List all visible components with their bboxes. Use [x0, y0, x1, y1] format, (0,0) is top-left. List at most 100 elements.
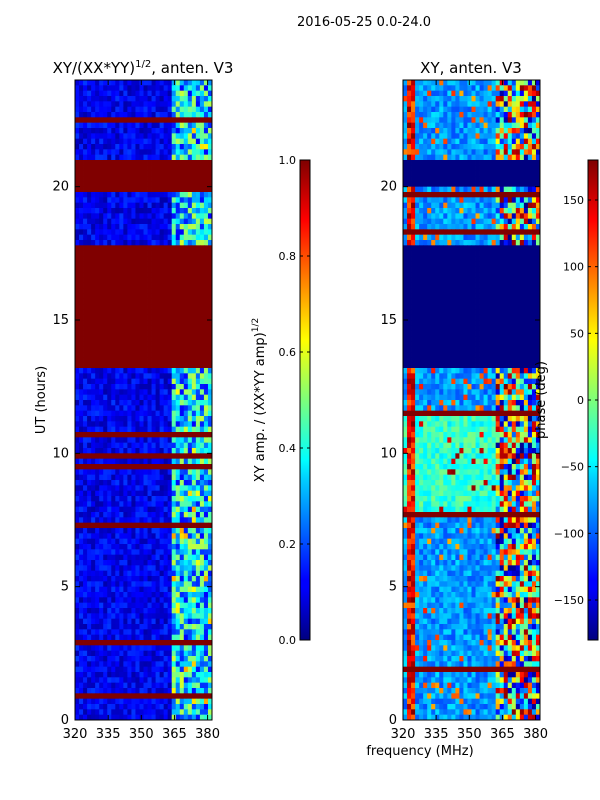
amplitude-cell	[199, 538, 205, 545]
amplitude-cell	[191, 693, 197, 700]
amplitude-cell	[127, 538, 132, 545]
amplitude-cell	[143, 512, 148, 518]
phase-heatmap	[403, 80, 541, 721]
phase-cell	[439, 149, 444, 156]
phase-cell	[459, 85, 464, 92]
amplitude-cell	[187, 629, 193, 636]
amplitude-cell	[75, 528, 80, 534]
phase-cell	[495, 202, 501, 209]
amplitude-cell	[195, 629, 201, 636]
amplitude-cell	[143, 90, 148, 97]
amplitude-cell	[115, 698, 120, 705]
amplitude-cell	[187, 410, 193, 417]
amplitude-cell	[95, 373, 100, 380]
phase-cell	[527, 176, 533, 182]
amplitude-cell	[199, 624, 205, 630]
amplitude-cell	[151, 373, 156, 380]
amplitude-cell	[111, 202, 116, 209]
phase-cell	[407, 90, 412, 97]
amplitude-cell	[167, 112, 173, 118]
amplitude-cell	[179, 421, 185, 428]
amplitude-cell	[111, 384, 116, 390]
amplitude-cell	[127, 352, 132, 358]
phase-cell	[475, 160, 480, 166]
amplitude-cell	[155, 485, 161, 492]
amplitude-cell	[95, 85, 100, 92]
amplitude-cell	[119, 592, 124, 598]
amplitude-cell	[179, 202, 185, 209]
amplitude-cell	[111, 576, 116, 582]
amplitude-cell	[179, 272, 185, 278]
phase-cell	[411, 186, 416, 193]
phase-cell	[495, 138, 501, 145]
amplitude-cell	[163, 544, 169, 550]
amplitude-cell	[151, 170, 156, 177]
phase-cell	[431, 149, 436, 156]
amplitude-cell	[91, 506, 96, 513]
phase-cell	[403, 112, 408, 118]
amplitude-cell	[135, 560, 140, 566]
amplitude-cell	[99, 112, 104, 118]
amplitude-cell	[95, 304, 100, 310]
amplitude-cell	[203, 672, 209, 678]
amplitude-cell	[123, 528, 128, 534]
amplitude-cell	[135, 421, 140, 428]
amplitude-cell	[143, 448, 148, 454]
amplitude-cell	[87, 704, 92, 710]
amplitude-cell	[119, 85, 124, 92]
amplitude-cell	[107, 362, 112, 369]
phase-cell	[515, 112, 521, 118]
amplitude-cell	[203, 218, 209, 225]
amplitude-cell	[123, 341, 128, 348]
amplitude-cell	[207, 101, 213, 108]
amplitude-cell	[131, 426, 136, 433]
amplitude-cell	[123, 165, 128, 172]
amplitude-cell	[143, 170, 148, 177]
amplitude-cell	[91, 346, 96, 353]
amplitude-cell	[187, 560, 193, 566]
amplitude-cell	[159, 293, 165, 300]
phase-cell	[455, 154, 460, 161]
amplitude-cell	[107, 256, 112, 262]
phase-cell	[435, 197, 440, 204]
amplitude-cell	[167, 570, 173, 577]
amplitude-cell	[155, 117, 161, 124]
amplitude-cell	[203, 197, 209, 204]
amplitude-cell	[119, 128, 124, 134]
amplitude-cell	[103, 314, 108, 321]
amplitude-cell	[115, 458, 120, 465]
amplitude-cell	[171, 341, 177, 348]
amplitude-cell	[119, 645, 124, 652]
phase-cell	[503, 160, 509, 166]
phase-cell	[527, 165, 533, 172]
phase-cell	[407, 128, 412, 134]
amplitude-cell	[135, 464, 140, 470]
phase-cell	[443, 208, 448, 214]
amplitude-cell	[183, 634, 189, 641]
amplitude-cell	[111, 602, 116, 609]
amplitude-cell	[139, 437, 144, 444]
amplitude-cell	[75, 661, 80, 668]
amplitude-cell	[167, 501, 173, 508]
amplitude-cell	[91, 234, 96, 241]
amplitude-cell	[127, 250, 132, 257]
amplitude-cell	[139, 517, 144, 524]
amplitude-cell	[139, 693, 144, 700]
amplitude-cell	[99, 373, 104, 380]
amplitude-cell	[187, 496, 193, 502]
amplitude-cell	[75, 442, 80, 449]
amplitude-cell	[127, 554, 132, 561]
amplitude-cell	[207, 85, 213, 92]
amplitude-cell	[119, 314, 124, 321]
amplitude-cell	[139, 496, 144, 502]
phase-cell	[487, 202, 493, 209]
amplitude-title-suffix: , anten. V3	[151, 59, 233, 77]
amplitude-cell	[163, 501, 169, 508]
amplitude-cell	[79, 373, 84, 380]
amplitude-cell	[199, 645, 205, 652]
amplitude-cell	[103, 85, 108, 92]
amplitude-cell	[87, 80, 92, 86]
amplitude-cell	[79, 309, 84, 316]
phase-cell	[487, 112, 493, 118]
amplitude-cell	[191, 245, 197, 252]
